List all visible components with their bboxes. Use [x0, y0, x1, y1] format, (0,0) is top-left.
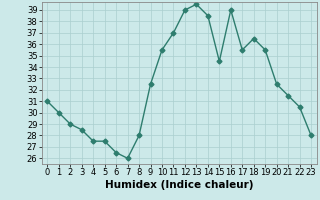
- X-axis label: Humidex (Indice chaleur): Humidex (Indice chaleur): [105, 180, 253, 190]
